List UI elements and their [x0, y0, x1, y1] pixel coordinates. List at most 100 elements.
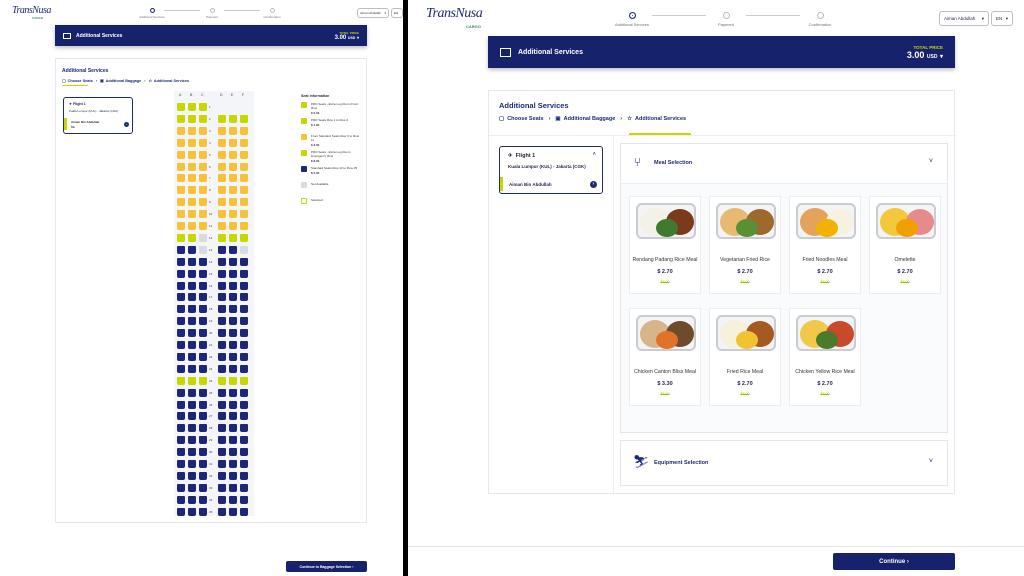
seat-25A[interactable] — [177, 388, 185, 397]
user-menu[interactable]: Aiman Abdullah ▾ — [357, 8, 389, 18]
seat-13C[interactable] — [199, 245, 207, 254]
seat-30F[interactable] — [240, 448, 248, 457]
seat-10C[interactable] — [199, 210, 207, 219]
seat-11F[interactable] — [240, 222, 248, 230]
seat-15A[interactable] — [177, 269, 185, 278]
seat-3F[interactable] — [240, 126, 248, 135]
seat-15F[interactable] — [240, 269, 248, 278]
meal-card[interactable]: Chicken Yellow Rice Meal $ 2.70 $3.00 — [789, 308, 861, 406]
seat-11C[interactable] — [199, 222, 207, 230]
flight-card[interactable]: ✈ Flight 1 Kuala Lumpur (KUL) - Jakarta … — [63, 97, 133, 134]
seat-17B[interactable] — [188, 293, 196, 302]
seat-29C[interactable] — [199, 436, 207, 445]
meal-card[interactable]: Omelette $ 2.70 $3.00 — [869, 196, 941, 294]
seat-29F[interactable] — [240, 436, 248, 445]
seat-24A[interactable] — [177, 376, 185, 385]
seat-2B[interactable] — [188, 114, 196, 123]
seat-22C[interactable] — [199, 352, 207, 361]
seat-2D[interactable] — [218, 114, 226, 123]
seat-12B[interactable] — [188, 233, 196, 242]
seat-19B[interactable] — [188, 317, 196, 326]
meal-card[interactable]: Fried Noodles Meal $ 2.70 $3.00 — [789, 196, 861, 294]
seat-7A[interactable] — [177, 174, 185, 183]
seat-26B[interactable] — [188, 400, 196, 409]
language-select[interactable]: EN — [391, 8, 403, 18]
seat-28F[interactable] — [240, 424, 248, 433]
seat-28E[interactable] — [229, 424, 237, 433]
seat-24C[interactable] — [199, 376, 207, 385]
seat-30D[interactable] — [218, 448, 226, 457]
seat-29D[interactable] — [218, 436, 226, 445]
breadcrumb-additional-baggage[interactable]: Additional Baggage — [105, 78, 142, 83]
breadcrumb-additional-services[interactable]: Additional Services — [153, 78, 190, 83]
seat-27B[interactable] — [188, 412, 196, 421]
seat-32A[interactable] — [177, 471, 185, 480]
seat-12A[interactable] — [177, 233, 185, 242]
seat-10F[interactable] — [240, 210, 248, 219]
seat-29B[interactable] — [188, 436, 196, 445]
seat-15D[interactable] — [218, 269, 226, 278]
seat-15B[interactable] — [188, 269, 196, 278]
seat-33B[interactable] — [188, 483, 196, 492]
seat-20F[interactable] — [240, 329, 248, 338]
seat-15C[interactable] — [199, 269, 207, 278]
seat-31A[interactable] — [177, 460, 185, 468]
passenger-row[interactable]: Aiman Bin Abdullah 6A › — [64, 118, 132, 130]
seat-5E[interactable] — [229, 150, 237, 159]
seat-26A[interactable] — [177, 400, 185, 409]
seat-13B[interactable] — [188, 245, 196, 254]
seat-17C[interactable] — [199, 293, 207, 302]
meal-card[interactable]: Rendang Padang Rice Meal $ 2.70 $3.00 — [629, 196, 701, 294]
seat-26D[interactable] — [218, 400, 226, 409]
seat-6C[interactable] — [199, 162, 207, 171]
seat-23E[interactable] — [229, 364, 237, 373]
brand-logo[interactable]: TransNusa CARGO — [426, 6, 506, 29]
passenger-row[interactable]: Aiman Bin Abdullah › — [500, 177, 602, 191]
seat-18A[interactable] — [177, 305, 185, 314]
meal-card[interactable]: Fried Rice Meal $ 2.70 $3.00 — [709, 308, 781, 406]
seat-13F[interactable] — [240, 245, 248, 254]
language-select[interactable]: EN ▾ — [991, 11, 1013, 26]
seat-21E[interactable] — [229, 341, 237, 349]
seat-20E[interactable] — [229, 329, 237, 338]
seat-5F[interactable] — [240, 150, 248, 159]
seat-27E[interactable] — [229, 412, 237, 421]
seat-8E[interactable] — [229, 186, 237, 195]
seat-16B[interactable] — [188, 281, 196, 290]
seat-1A[interactable] — [177, 103, 185, 111]
seat-25F[interactable] — [240, 388, 248, 397]
seat-33D[interactable] — [218, 483, 226, 492]
seat-19A[interactable] — [177, 317, 185, 326]
seat-24B[interactable] — [188, 376, 196, 385]
total-price[interactable]: TOTAL PRICE 3.00 USD ▾ — [334, 30, 359, 41]
seat-28A[interactable] — [177, 424, 185, 433]
seat-16D[interactable] — [218, 281, 226, 290]
seat-23D[interactable] — [218, 364, 226, 373]
seat-19F[interactable] — [240, 317, 248, 326]
seat-24F[interactable] — [240, 376, 248, 385]
seat-31E[interactable] — [229, 460, 237, 468]
seat-34C[interactable] — [199, 495, 207, 504]
seat-9A[interactable] — [177, 198, 185, 207]
seat-25E[interactable] — [229, 388, 237, 397]
seat-17E[interactable] — [229, 293, 237, 302]
seat-23B[interactable] — [188, 364, 196, 373]
seat-21F[interactable] — [240, 341, 248, 349]
seat-20B[interactable] — [188, 329, 196, 338]
seat-13D[interactable] — [218, 245, 226, 254]
seat-31B[interactable] — [188, 460, 196, 468]
seat-30C[interactable] — [199, 448, 207, 457]
seat-2A[interactable] — [177, 114, 185, 123]
brand-logo[interactable]: TransNusa CARGO — [12, 5, 62, 20]
seat-11E[interactable] — [229, 222, 237, 230]
seat-11A[interactable] — [177, 222, 185, 230]
seat-18E[interactable] — [229, 305, 237, 314]
seat-21D[interactable] — [218, 341, 226, 349]
seat-9D[interactable] — [218, 198, 226, 207]
seat-9C[interactable] — [199, 198, 207, 207]
seat-26E[interactable] — [229, 400, 237, 409]
seat-28B[interactable] — [188, 424, 196, 433]
seat-2E[interactable] — [229, 114, 237, 123]
breadcrumb-choose-seats[interactable]: Choose Seats — [67, 78, 93, 83]
seat-14F[interactable] — [240, 257, 248, 266]
